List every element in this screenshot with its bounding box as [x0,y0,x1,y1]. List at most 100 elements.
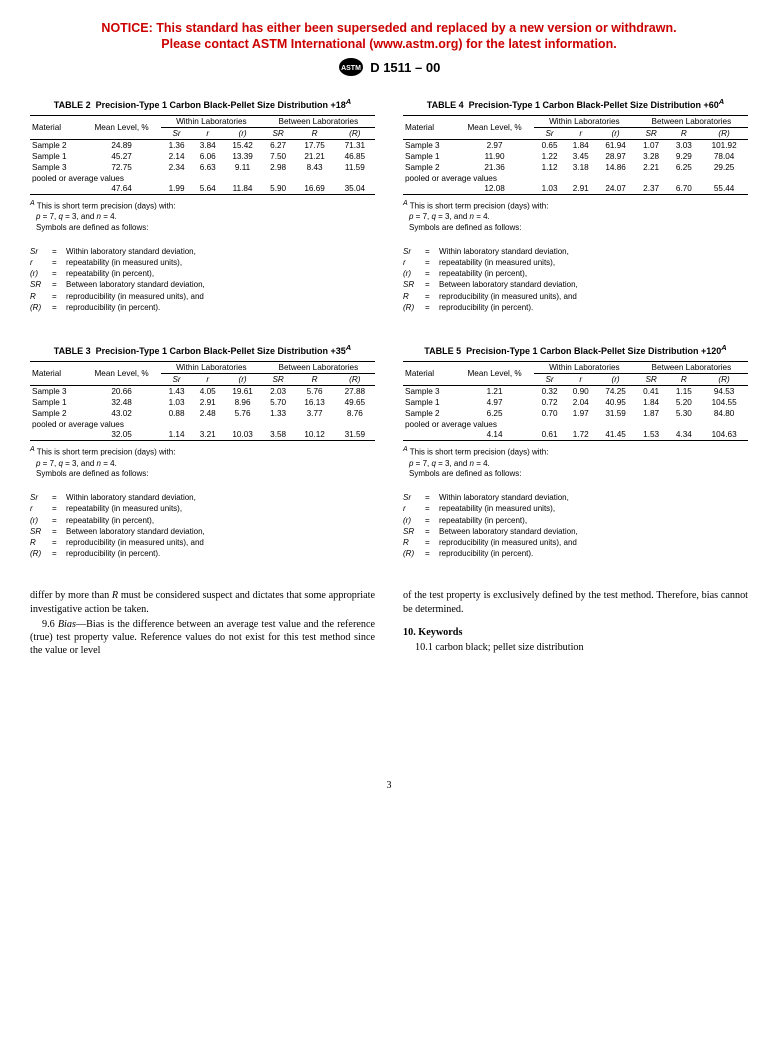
notice-banner: NOTICE: This standard has either been su… [30,20,748,53]
col-R: R [667,374,700,386]
foot-line3: Symbols are defined as follows: [36,469,149,478]
foot-line1: This is short term precision (days) with… [37,448,176,457]
table-5-prefix: TABLE 5 [424,346,461,356]
table-3-pooled-label-row: pooled or average values [30,419,375,429]
table-2-prefix: TABLE 2 [54,100,91,110]
table-4-pooled-label-row: pooled or average values [403,173,748,183]
table-4-block: TABLE 4 Precision-Type 1 Carbon Black-Pe… [403,97,748,313]
col-R: R [294,374,334,386]
notice-line-2: Please contact ASTM International (www.a… [161,37,616,51]
symbol-row: R=reproducibility (in measured units), a… [403,537,748,548]
col-mean: Mean Level, % [455,115,534,139]
col-mean: Mean Level, % [82,115,161,139]
col-sr: Sr [161,127,192,139]
symbol-row: (R)=reproducibility (in percent). [403,548,748,559]
col-between: Between Laboratories [262,115,375,127]
symbol-row: SR=Between laboratory standard deviation… [403,279,748,290]
col-SR: SR [635,127,668,139]
astm-logo-icon: ASTM [338,57,364,79]
table-5-title: TABLE 5 Precision-Type 1 Carbon Black-Pe… [403,343,748,357]
col-mean: Mean Level, % [455,362,534,386]
table-5-symbols: Sr=Within laboratory standard deviation,… [403,492,748,559]
table-row: Sample 320.661.434.0519.612.035.7627.88 [30,386,375,398]
col-between: Between Laboratories [262,362,375,374]
table-3-sup: A [346,343,351,352]
table-4-rest: Precision-Type 1 Carbon Black-Pellet Siz… [469,100,719,110]
symbol-row: R=reproducibility (in measured units), a… [30,537,375,548]
col-sr: Sr [534,374,565,386]
col-within: Within Laboratories [534,115,635,127]
table-row: Sample 372.752.346.639.112.988.4311.59 [30,162,375,173]
pooled-label: pooled or average values [30,419,375,429]
table-3-body: Sample 320.661.434.0519.612.035.7627.88S… [30,386,375,420]
table-row: Sample 14.970.722.0440.951.845.20104.55 [403,397,748,408]
pooled-label: pooled or average values [30,173,375,183]
table-2: Material Mean Level, % Within Laboratori… [30,115,375,195]
col-material: Material [30,362,82,386]
table-4-symbols: Sr=Within laboratory standard deviation,… [403,246,748,313]
symbol-row: Sr=Within laboratory standard deviation, [403,492,748,503]
col-material: Material [403,362,455,386]
symbol-row: r=repeatability (in measured units), [30,503,375,514]
col-r: r [565,374,596,386]
col-Rp: (R) [335,127,375,139]
foot-line3: Symbols are defined as follows: [409,223,522,232]
table-2-pooled-label-row: pooled or average values [30,173,375,183]
right-p1: of the test property is exclusively defi… [403,589,748,616]
table-2-footnote: A This is short term precision (days) wi… [30,199,375,234]
col-between: Between Laboratories [635,362,748,374]
pooled-label: pooled or average values [403,419,748,429]
table-5-footnote: A This is short term precision (days) wi… [403,445,748,480]
table-3-prefix: TABLE 3 [54,346,91,356]
col-Rp: (R) [700,374,748,386]
table-5-pooled-label-row: pooled or average values [403,419,748,429]
table-2-block: TABLE 2 Precision-Type 1 Carbon Black-Pe… [30,97,375,313]
col-between: Between Laboratories [635,115,748,127]
table-row: Sample 132.481.032.918.965.7016.1349.65 [30,397,375,408]
notice-line-1: NOTICE: This standard has either been su… [101,21,676,35]
col-SR: SR [262,374,295,386]
symbol-row: (r)=repeatability (in percent), [30,515,375,526]
foot-line3: Symbols are defined as follows: [409,469,522,478]
table-5: Material Mean Level, % Within Laboratori… [403,361,748,441]
table-4-title: TABLE 4 Precision-Type 1 Carbon Black-Pe… [403,97,748,111]
document-id: D 1511 – 00 [370,60,440,75]
symbol-row: (R)=reproducibility (in percent). [30,548,375,559]
symbol-row: (R)=reproducibility (in percent). [403,302,748,313]
symbol-row: r=repeatability (in measured units), [30,257,375,268]
table-3-rest: Precision-Type 1 Carbon Black-Pellet Siz… [96,346,346,356]
symbol-row: (r)=repeatability (in percent), [403,268,748,279]
col-R: R [294,127,334,139]
table-row: Sample 111.901.223.4528.973.289.2978.04 [403,151,748,162]
symbol-row: r=repeatability (in measured units), [403,503,748,514]
foot-line1: This is short term precision (days) with… [37,201,176,210]
symbol-row: (R)=reproducibility (in percent). [30,302,375,313]
table-2-rest: Precision-Type 1 Carbon Black-Pellet Siz… [96,100,346,110]
col-rp: (r) [223,374,261,386]
page-number: 3 [30,780,748,791]
table-4-footnote: A This is short term precision (days) wi… [403,199,748,234]
table-row: Sample 243.020.882.485.761.333.778.76 [30,408,375,419]
pooled-label: pooled or average values [403,173,748,183]
symbol-row: Sr=Within laboratory standard deviation, [30,492,375,503]
table-5-block: TABLE 5 Precision-Type 1 Carbon Black-Pe… [403,343,748,559]
keywords-content: 10.1 carbon black; pellet size distribut… [403,641,748,654]
col-SR: SR [262,127,295,139]
symbol-row: SR=Between laboratory standard deviation… [403,526,748,537]
col-mean: Mean Level, % [82,362,161,386]
right-column: TABLE 4 Precision-Type 1 Carbon Black-Pe… [403,97,748,660]
table-row: Sample 26.250.701.9731.591.875.3084.80 [403,408,748,419]
col-Rp: (R) [700,127,748,139]
symbol-row: Sr=Within laboratory standard deviation, [403,246,748,257]
symbol-row: r=repeatability (in measured units), [403,257,748,268]
col-r: r [192,374,223,386]
right-body-text: of the test property is exclusively defi… [403,589,748,654]
col-material: Material [30,115,82,139]
table-row: Sample 221.361.123.1814.862.216.2529.25 [403,162,748,173]
foot-line3: Symbols are defined as follows: [36,223,149,232]
symbol-row: (r)=repeatability (in percent), [30,268,375,279]
symbol-row: R=reproducibility (in measured units), a… [30,291,375,302]
table-5-body: Sample 31.210.320.9074.250.411.1594.53Sa… [403,386,748,420]
table-3-pooled-row: 32.051.143.2110.033.5810.1231.59 [30,429,375,441]
document-header: ASTM D 1511 – 00 [30,57,748,79]
